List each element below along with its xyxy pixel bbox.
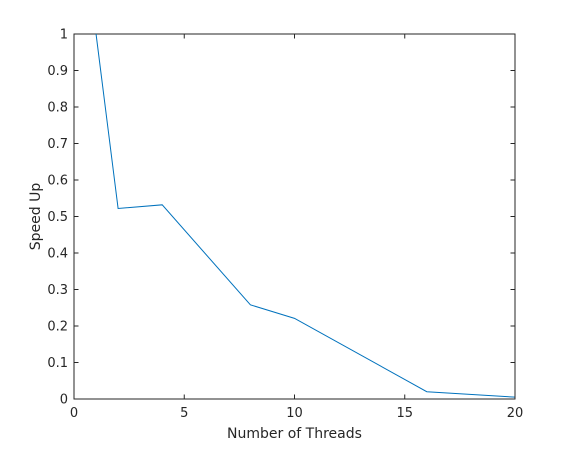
axis-ticks bbox=[73, 33, 516, 400]
x-tick-label: 5 bbox=[180, 406, 188, 421]
y-tick-label: 0.3 bbox=[47, 283, 68, 298]
y-tick-label: 0 bbox=[60, 393, 68, 408]
plot-area bbox=[73, 33, 516, 400]
y-axis-label: Speed Up bbox=[28, 183, 44, 251]
y-tick-label: 0.4 bbox=[47, 247, 68, 262]
series-line-0 bbox=[95, 33, 516, 398]
x-tick-label: 0 bbox=[70, 406, 78, 421]
y-tick-label: 0.5 bbox=[47, 210, 68, 225]
y-tick-label: 0.9 bbox=[47, 64, 68, 79]
x-tick-label: 20 bbox=[507, 406, 524, 421]
y-tick-label: 0.7 bbox=[47, 137, 68, 152]
tick-labels: 0 5 10 15 20 0 0.1 0.2 0.3 0.4 0.5 0.6 0.7 0.8 0.9 1 bbox=[47, 28, 523, 422]
y-tick-label: 0.8 bbox=[47, 101, 68, 116]
x-tick-label: 10 bbox=[286, 406, 303, 421]
x-axis-label: Number of Threads bbox=[227, 426, 362, 442]
y-tick-label: 0.6 bbox=[47, 174, 68, 189]
y-tick-label: 0.2 bbox=[47, 320, 68, 335]
y-tick-label: 0.1 bbox=[47, 356, 68, 371]
y-tick-label: 1 bbox=[60, 28, 68, 43]
x-tick-label: 15 bbox=[396, 406, 413, 421]
axes-box bbox=[73, 33, 516, 400]
